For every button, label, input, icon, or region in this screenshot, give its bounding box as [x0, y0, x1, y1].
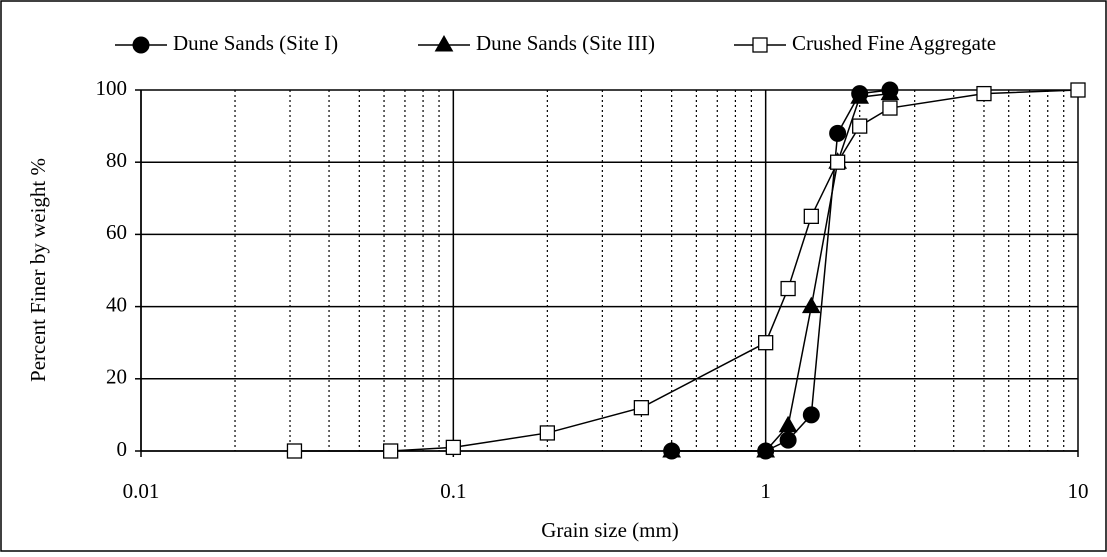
x-axis-label: Grain size (mm) [541, 518, 679, 542]
data-point [445, 439, 461, 456]
legend-marker [434, 34, 454, 52]
data-point [633, 400, 650, 416]
y-tick-label: 60 [106, 220, 127, 244]
y-tick-label: 20 [106, 365, 127, 389]
data-point [779, 431, 797, 449]
data-point [756, 440, 776, 458]
data-point [880, 83, 900, 101]
data-point [802, 406, 820, 424]
data-point [778, 415, 798, 433]
data-point [852, 118, 868, 134]
data-point [780, 280, 796, 297]
y-tick-label: 80 [106, 148, 127, 172]
legend-marker [132, 36, 150, 54]
data-point [758, 335, 774, 351]
y-tick-label: 100 [96, 76, 128, 100]
data-point [286, 443, 303, 459]
data-point [976, 85, 992, 102]
data-point [801, 296, 821, 314]
data-point [882, 100, 898, 116]
data-point [662, 440, 682, 458]
data-point [803, 208, 819, 225]
legend-label: Dune Sands (Site III) [476, 31, 655, 55]
data-point [829, 154, 846, 170]
y-axis-label: Percent Finer by weight % [26, 158, 50, 382]
data-point [1070, 82, 1086, 98]
x-tick-label: 0.01 [123, 479, 160, 503]
data-point [829, 124, 847, 142]
data-point [850, 87, 870, 104]
y-tick-label: 40 [106, 292, 127, 316]
y-tick-label: 0 [117, 437, 128, 461]
legend-label: Dune Sands (Site I) [173, 31, 338, 55]
data-point [383, 443, 399, 459]
data-point [539, 425, 556, 441]
legend-marker [752, 37, 768, 53]
legend-label: Crushed Fine Aggregate [792, 31, 996, 55]
x-tick-label: 10 [1068, 479, 1089, 503]
x-tick-label: 1 [760, 479, 771, 503]
x-tick-label: 0.1 [440, 479, 466, 503]
